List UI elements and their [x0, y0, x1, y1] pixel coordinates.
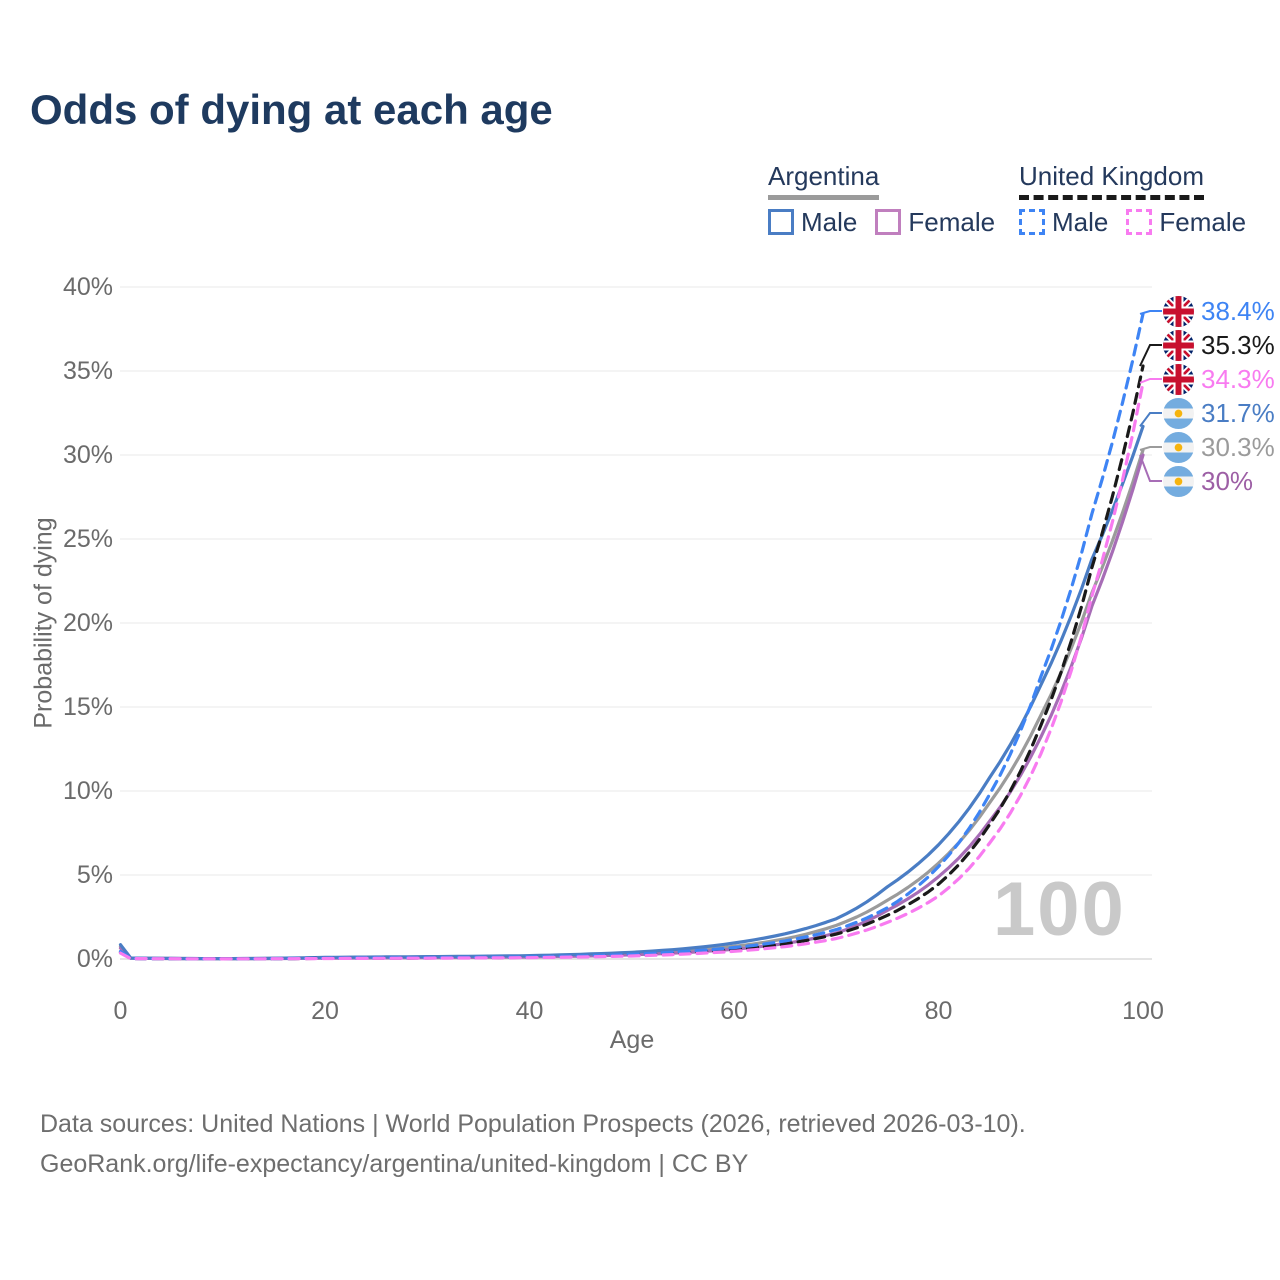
legend-united-kingdom-female[interactable]: Female: [1126, 207, 1246, 237]
y-tick-40: 40%: [62, 273, 113, 301]
y-tick-0: 0%: [76, 945, 113, 973]
data-source-line: Data sources: United Nations | World Pop…: [40, 1110, 1026, 1138]
legend-argentina: Argentina Male Female: [768, 160, 1013, 237]
legend-argentina-female-label: Female: [908, 207, 996, 237]
leader-line-united-kingdom-female: [1139, 378, 1162, 384]
legend-united-kingdom-male-label: Male: [1052, 207, 1109, 237]
leader-line-argentina-female: [1139, 454, 1162, 482]
end-label-united-kingdom-both: 35.3%: [1163, 329, 1275, 361]
united-kingdom-male-swatch-icon: [1019, 209, 1045, 235]
series-lines: [118, 312, 1145, 961]
argentina-female-swatch-icon: [875, 209, 902, 235]
x-tick-40: 40: [515, 997, 544, 1025]
end-value-label: 30%: [1201, 466, 1254, 496]
leader-line-argentina-male: [1139, 412, 1162, 427]
x-tick-0: 0: [113, 997, 128, 1025]
end-value-label: 38.4%: [1201, 296, 1275, 326]
uk-flag-icon: [1163, 329, 1194, 361]
legend-argentina-male-label: Male: [801, 207, 858, 237]
argentina-flag-icon: [1163, 431, 1194, 463]
argentina-male-swatch-icon: [768, 209, 794, 235]
leader-line-argentina-both: [1139, 446, 1162, 451]
legend-argentina-male[interactable]: Male: [768, 207, 857, 237]
gridlines: [120, 286, 1152, 960]
legend-united-kingdom-male[interactable]: Male: [1019, 207, 1108, 237]
uk-flag-icon: [1163, 363, 1194, 395]
legend-argentina-country-label[interactable]: Argentina: [768, 160, 880, 200]
uk-flag-icon: [1163, 295, 1194, 327]
y-tick-15: 15%: [62, 693, 113, 721]
end-value-label: 30.3%: [1201, 432, 1275, 462]
y-tick-10: 10%: [62, 777, 113, 805]
x-axis-title: Age: [609, 1026, 655, 1054]
y-tick-35: 35%: [62, 357, 113, 385]
end-label-argentina-both: 30.3%: [1163, 431, 1275, 463]
united-kingdom-female-swatch-icon: [1126, 209, 1153, 235]
argentina-flag-icon: [1163, 397, 1194, 429]
end-value-label: 35.3%: [1201, 330, 1275, 360]
age-watermark: 100: [993, 867, 1126, 952]
x-tick-80: 80: [924, 997, 953, 1025]
end-label-argentina-female: 30%: [1163, 465, 1253, 497]
end-value-label: 34.3%: [1201, 364, 1275, 394]
leader-line-united-kingdom-male: [1139, 310, 1162, 315]
legend-argentina-female[interactable]: Female: [875, 207, 995, 237]
x-tick-60: 60: [720, 997, 748, 1025]
series-line-argentina-male: [118, 424, 1145, 961]
y-axis-title: Probability of dying: [29, 517, 58, 729]
leader-line-united-kingdom-both: [1139, 344, 1162, 367]
y-tick-5: 5%: [76, 861, 113, 889]
legend-argentina-row: Male Female: [768, 207, 1013, 237]
end-value-label: 31.7%: [1201, 398, 1275, 428]
y-tick-25: 25%: [62, 525, 113, 553]
legend-united-kingdom-row: Male Female: [1019, 207, 1264, 237]
series-line-argentina-both: [118, 448, 1145, 961]
attribution-line: GeoRank.org/life-expectancy/argentina/un…: [40, 1150, 749, 1178]
series-line-united-kingdom-male: [118, 312, 1145, 961]
end-label-united-kingdom-female: 34.3%: [1163, 363, 1275, 395]
argentina-flag-icon: [1163, 465, 1194, 497]
x-tick-20: 20: [311, 997, 339, 1025]
legend-united-kingdom: United Kingdom Male Female: [1019, 160, 1264, 237]
legend-united-kingdom-female-label: Female: [1159, 207, 1247, 237]
end-label-argentina-male: 31.7%: [1163, 397, 1275, 429]
y-tick-20: 20%: [62, 609, 113, 637]
leader-lines: [1139, 310, 1162, 482]
end-label-united-kingdom-male: 38.4%: [1163, 295, 1275, 327]
legend-united-kingdom-country-label[interactable]: United Kingdom: [1019, 160, 1204, 200]
y-tick-30: 30%: [62, 441, 113, 469]
page-title: Odds of dying at each age: [30, 86, 553, 133]
series-line-united-kingdom-female: [118, 381, 1145, 961]
x-tick-100: 100: [1122, 997, 1164, 1025]
